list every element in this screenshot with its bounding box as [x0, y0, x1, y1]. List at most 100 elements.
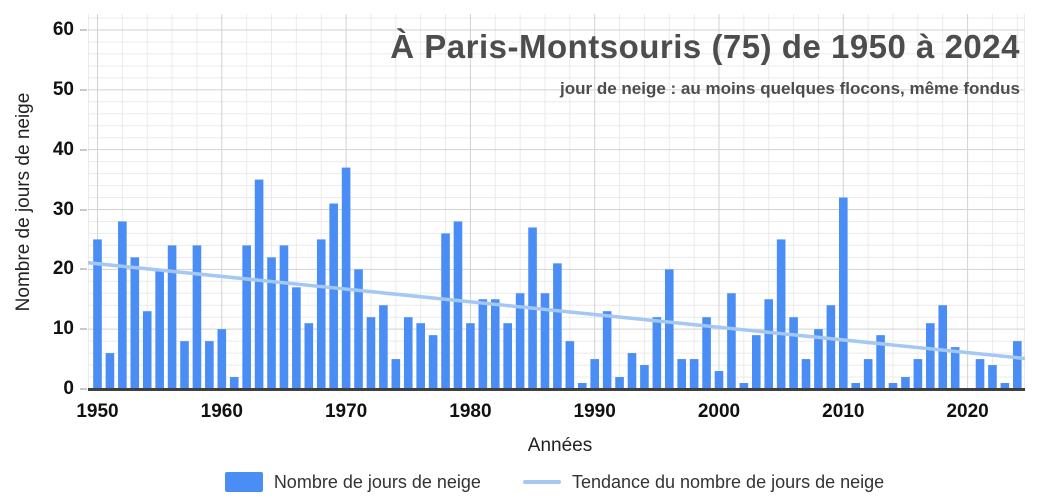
bar-2017	[926, 323, 935, 389]
y-tick-mark	[80, 328, 87, 331]
bar-1976	[416, 323, 425, 389]
bar-1992	[615, 377, 624, 389]
y-tick-20: 20	[52, 258, 74, 280]
bar-2010	[839, 197, 848, 389]
bar-1993	[627, 353, 637, 389]
bar-1971	[354, 269, 363, 389]
bar-1998	[689, 359, 699, 389]
y-tick-60: 60	[52, 19, 74, 40]
bar-series-swatch	[224, 472, 263, 492]
y-tick-mark	[80, 88, 87, 91]
bar-1982	[490, 299, 500, 389]
bar-2001	[727, 293, 736, 389]
x-tick-1950: 1950	[76, 401, 119, 422]
bar-2009	[826, 305, 836, 389]
bar-1953	[130, 257, 140, 389]
legend-item-bars: Nombre de jours de neige	[224, 471, 481, 493]
bar-1984	[515, 293, 525, 389]
y-tick-mark	[80, 29, 87, 31]
x-tick-2020: 2020	[946, 401, 989, 422]
bar-1972	[366, 317, 376, 389]
x-axis-line	[88, 388, 1025, 391]
bar-1977	[428, 335, 438, 389]
chart-subtitle: jour de neige : au moins quelques flocon…	[559, 79, 1020, 99]
legend-trend-label: Tendance du nombre de jours de neige	[571, 471, 885, 492]
bar-1950	[93, 239, 102, 389]
bar-2024	[1013, 341, 1022, 389]
y-tick-0: 0	[63, 378, 74, 399]
y-tick-30: 30	[52, 198, 74, 220]
bar-1969	[329, 203, 338, 389]
y-tick-10: 10	[52, 318, 74, 340]
bar-1957	[180, 341, 189, 389]
bar-1979	[453, 221, 463, 389]
bar-1961	[229, 377, 239, 389]
chart-canvas	[88, 14, 1025, 389]
bar-1968	[316, 239, 326, 389]
y-tick-mark	[80, 148, 87, 151]
bar-2016	[913, 359, 923, 389]
y-tick-mark	[80, 268, 87, 271]
x-tick-1980: 1980	[449, 401, 492, 422]
bar-1991	[602, 311, 612, 389]
bar-1965	[279, 245, 289, 389]
bar-1978	[441, 233, 450, 389]
x-tick-2010: 2010	[822, 401, 865, 422]
x-tick-1990: 1990	[573, 401, 616, 422]
bar-1986	[540, 293, 550, 389]
bar-2011	[851, 383, 861, 389]
bar-1994	[640, 365, 649, 389]
bar-2008	[814, 329, 823, 389]
bar-1958	[192, 245, 202, 389]
bar-1951	[105, 353, 115, 389]
y-tick-mark	[80, 388, 87, 390]
bar-1973	[379, 305, 388, 389]
bar-1980	[466, 323, 475, 389]
bar-2004	[764, 299, 774, 389]
legend-bars-label: Nombre de jours de neige	[273, 471, 481, 492]
bar-2012	[863, 359, 873, 389]
bar-1983	[503, 323, 512, 389]
bar-2021	[975, 359, 985, 389]
bar-1955	[155, 269, 164, 389]
y-tick-40: 40	[52, 138, 74, 160]
y-axis-label: Nombre de jours de neige	[13, 92, 34, 312]
legend-item-trend: Tendance du nombre de jours de neige	[522, 471, 885, 493]
bar-1989	[577, 383, 587, 389]
bar-1970	[341, 167, 351, 389]
bar-1996	[664, 269, 674, 389]
bar-2018	[938, 305, 948, 389]
y-tick-50: 50	[52, 78, 74, 100]
bar-1997	[677, 359, 687, 389]
x-axis-label: Années	[527, 435, 593, 456]
bar-1952	[118, 221, 127, 389]
x-tick-2000: 2000	[697, 401, 741, 422]
bar-1960	[217, 329, 227, 389]
bar-2023	[1000, 383, 1010, 389]
bar-2005	[776, 239, 786, 389]
bar-1967	[304, 323, 314, 389]
bar-1981	[478, 299, 488, 389]
bar-2003	[751, 335, 761, 389]
bar-1962	[242, 245, 251, 389]
bar-1966	[292, 287, 301, 389]
y-tick-mark	[80, 208, 87, 211]
bar-1988	[565, 341, 575, 389]
bar-2002	[739, 383, 749, 389]
bar-2013	[876, 335, 885, 389]
bar-2006	[789, 317, 798, 389]
bar-2019	[950, 347, 960, 389]
bar-2015	[901, 377, 910, 389]
trend-line-swatch	[522, 480, 561, 484]
bar-2014	[888, 383, 898, 389]
bar-1999	[702, 317, 711, 389]
bar-1974	[391, 359, 401, 389]
bar-1964	[267, 257, 276, 389]
bar-2007	[801, 359, 811, 389]
bar-1975	[403, 317, 413, 389]
bar-1987	[553, 263, 562, 389]
x-tick-1970: 1970	[324, 401, 368, 422]
bar-1959	[205, 341, 214, 389]
bar-1990	[590, 359, 599, 389]
